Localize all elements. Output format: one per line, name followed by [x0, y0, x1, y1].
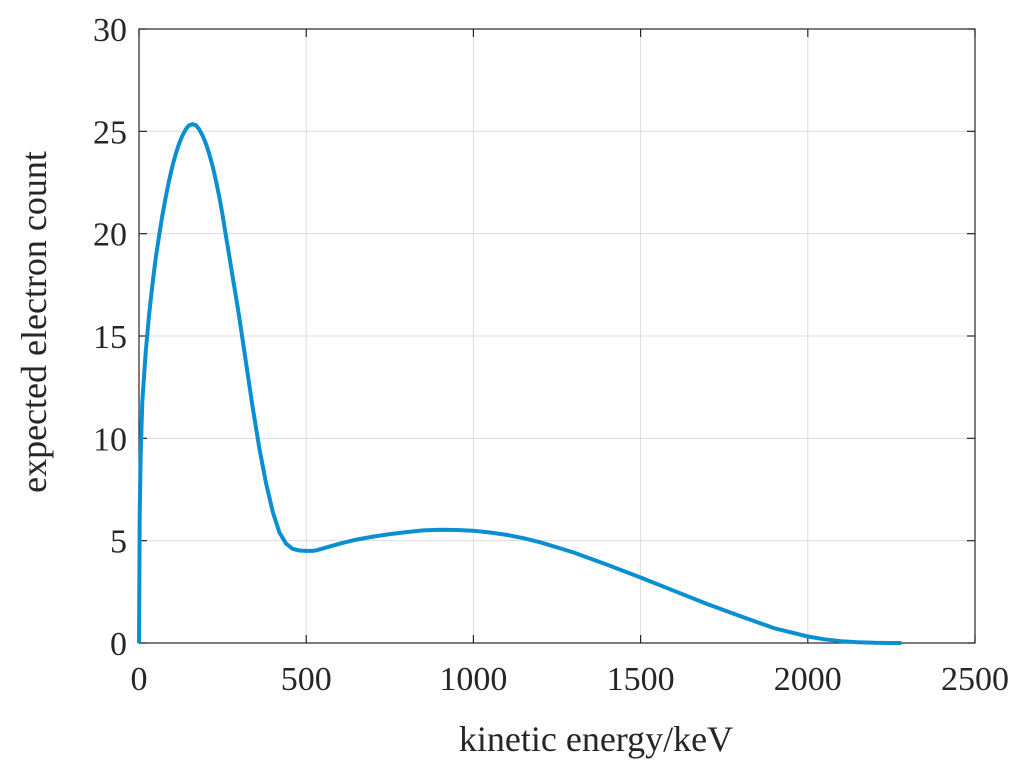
x-tick-label: 1000 — [439, 661, 507, 698]
y-tick-label: 30 — [93, 12, 127, 49]
y-tick-label: 0 — [110, 626, 127, 663]
y-tick-label: 25 — [93, 114, 127, 151]
y-tick-label: 10 — [93, 421, 127, 458]
grid — [139, 29, 975, 643]
data-series — [137, 122, 902, 645]
x-tick-label: 1500 — [607, 661, 675, 698]
x-tick-label: 2000 — [774, 661, 842, 698]
y-tick-labels: 0 5 10 15 20 25 30 — [93, 12, 127, 663]
y-tick-label: 5 — [110, 524, 127, 561]
y-tick-label: 20 — [93, 217, 127, 254]
y-axis-label: expected electron count — [14, 151, 54, 493]
x-tick-label: 2500 — [941, 661, 1009, 698]
x-tick-label: 0 — [131, 661, 148, 698]
series-line-0 — [137, 122, 902, 645]
x-tick-labels: 0 500 1000 1500 2000 2500 — [131, 661, 1010, 698]
y-tick-label: 15 — [93, 319, 127, 356]
x-axis-label: kinetic energy/keV — [459, 719, 733, 759]
x-tick-label: 500 — [281, 661, 332, 698]
